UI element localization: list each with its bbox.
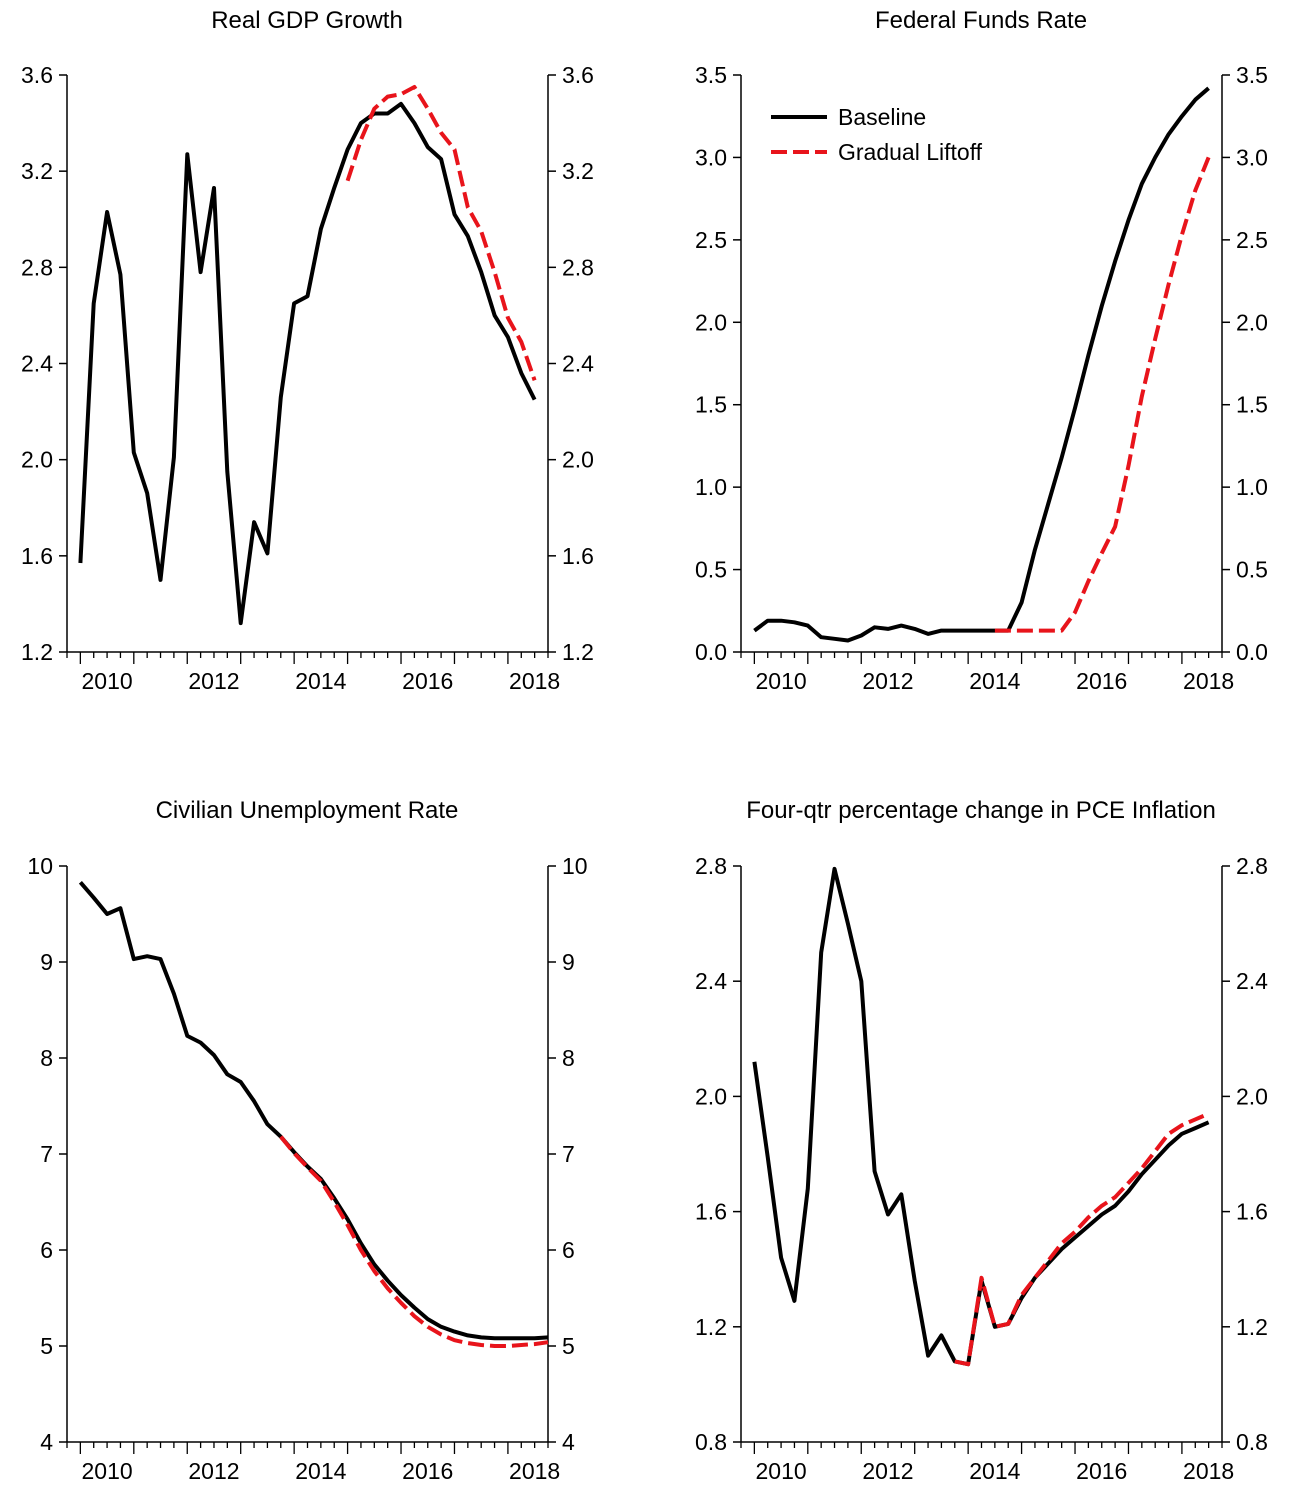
y-tick-label-right: 2.0 [562,447,594,473]
y-tick-label-left: 5 [40,1333,53,1359]
panel-real-gdp-growth: Real GDP Growth 1.2 1.2 1.6 1.6 2.0 2.0 2.4 2.4… [21,7,594,694]
legend-gradual-label: Gradual Liftoff [838,139,983,165]
y-tick-label-right: 0.5 [1236,557,1268,583]
x-tick-label: 2014 [295,1458,346,1484]
y-tick-label-right: 2.5 [1236,227,1268,253]
y-tick-label-left: 4 [40,1429,53,1455]
y-tick-label-left: 2.4 [695,968,727,994]
y-tick-label-right: 1.6 [1236,1199,1268,1225]
x-tick-label: 2016 [402,668,453,694]
y-tick-label-left: 1.5 [695,392,727,418]
y-tick-label-left: 2.5 [695,227,727,253]
panel-civilian-unemployment-rate: Civilian Unemployment Rate 4 4 5 5 6 6 7 7 8 8 9 9 1… [27,797,587,1484]
y-tick-label-left: 3.6 [21,62,53,88]
y-tick-label-right: 7 [562,1141,575,1167]
y-tick-label-left: 6 [40,1237,53,1263]
y-tick-label-right: 2.4 [1236,968,1268,994]
y-tick-label-left: 0.0 [695,639,727,665]
y-tick-label-left: 10 [27,853,53,879]
x-tick-label: 2010 [81,668,132,694]
y-tick-label-right: 3.6 [562,62,594,88]
y-tick-label-left: 3.5 [695,62,727,88]
series-line-gradual-liftoff [994,156,1211,633]
legend-baseline-label: Baseline [838,104,926,130]
x-tick-label: 2018 [509,668,560,694]
y-tick-label-left: 0.5 [695,557,727,583]
chart-title: Federal Funds Rate [875,7,1087,34]
y-tick-label-left: 2.0 [695,309,727,335]
y-tick-label-left: 3.2 [21,158,53,184]
series-line-gradual-liftoff [279,1135,549,1348]
panel-pce-inflation: Four-qtr percentage change in PCE Inflat… [695,797,1268,1484]
x-tick-label: 2012 [862,1458,913,1484]
y-tick-label-right: 2.8 [562,254,594,280]
y-tick-label-right: 2.0 [1236,1083,1268,1109]
y-tick-label-right: 6 [562,1237,575,1263]
series-line-gradual-liftoff [954,1111,1210,1367]
chart-title: Four-qtr percentage change in PCE Inflat… [746,797,1216,824]
series-line-gradual-liftoff [345,85,537,381]
series-line-baseline [78,101,537,626]
y-tick-label-right: 4 [562,1429,575,1455]
x-tick-label: 2016 [402,1458,453,1484]
y-tick-label-right: 9 [562,949,575,975]
y-tick-label-left: 2.8 [21,254,53,280]
y-tick-label-right: 3.2 [562,158,594,184]
chart-title: Real GDP Growth [211,7,403,34]
y-tick-label-left: 1.6 [695,1199,727,1225]
x-tick-label: 2010 [755,668,806,694]
x-tick-label: 2012 [188,1458,239,1484]
y-tick-label-right: 2.8 [1236,853,1268,879]
x-tick-label: 2016 [1076,1458,1127,1484]
x-tick-label: 2010 [81,1458,132,1484]
y-tick-label-left: 1.2 [21,639,53,665]
y-tick-label-left: 3.0 [695,144,727,170]
y-tick-label-right: 1.6 [562,543,594,569]
y-tick-label-right: 0.0 [1236,639,1268,665]
x-tick-label: 2014 [969,1458,1020,1484]
x-tick-label: 2012 [188,668,239,694]
y-tick-label-right: 3.0 [1236,144,1268,170]
series-line-baseline [753,86,1210,643]
x-tick-label: 2016 [1076,668,1127,694]
y-tick-label-right: 10 [562,853,588,879]
x-tick-label: 2012 [862,668,913,694]
y-tick-label-left: 1.2 [695,1314,727,1340]
y-tick-label-right: 2.0 [1236,309,1268,335]
panel-federal-funds-rate: Federal Funds Rate Baseline Gradual Lift… [695,7,1268,694]
y-tick-label-left: 0.8 [695,1429,727,1455]
y-tick-label-right: 1.2 [562,639,594,665]
y-tick-label-right: 8 [562,1045,575,1071]
y-tick-label-right: 1.5 [1236,392,1268,418]
x-tick-label: 2014 [295,668,346,694]
chart-title: Civilian Unemployment Rate [156,797,459,824]
y-tick-label-right: 5 [562,1333,575,1359]
y-tick-label-left: 2.0 [21,447,53,473]
x-tick-label: 2018 [1183,668,1234,694]
y-tick-label-right: 1.2 [1236,1314,1268,1340]
x-tick-label: 2010 [755,1458,806,1484]
y-tick-label-left: 1.0 [695,474,727,500]
series-line-baseline [78,880,549,1341]
y-tick-label-left: 9 [40,949,53,975]
y-tick-label-left: 1.6 [21,543,53,569]
y-tick-label-right: 1.0 [1236,474,1268,500]
y-tick-label-left: 7 [40,1141,53,1167]
y-tick-label-right: 3.5 [1236,62,1268,88]
y-tick-label-left: 2.4 [21,351,53,377]
y-tick-label-left: 2.8 [695,853,727,879]
y-tick-label-right: 0.8 [1236,1429,1268,1455]
y-tick-label-left: 8 [40,1045,53,1071]
y-tick-label-right: 2.4 [562,351,594,377]
x-tick-label: 2018 [1183,1458,1234,1484]
x-tick-label: 2018 [509,1458,560,1484]
x-tick-label: 2014 [969,668,1020,694]
legend: Baseline Gradual Liftoff [771,104,983,165]
y-tick-label-left: 2.0 [695,1083,727,1109]
